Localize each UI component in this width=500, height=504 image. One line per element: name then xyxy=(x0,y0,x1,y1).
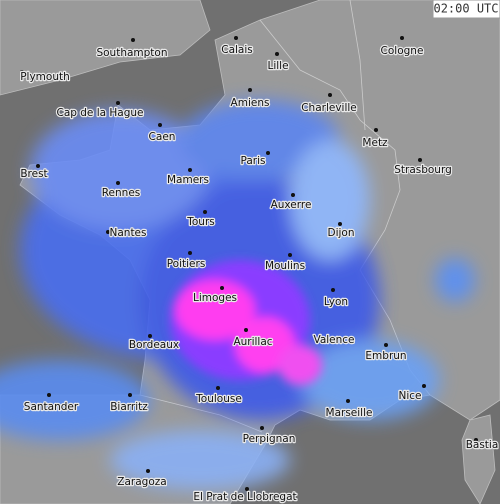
city-label: Nantes xyxy=(110,227,147,239)
city-label: Valence xyxy=(313,334,354,346)
city-dot xyxy=(158,123,162,127)
radar-core xyxy=(170,260,322,385)
city-dot xyxy=(131,38,135,42)
city-dot xyxy=(275,52,279,56)
city-label: Santander xyxy=(24,401,79,413)
city-label: Nice xyxy=(398,390,421,402)
city-labels: Southampton Calais Lille Cologne Plymout… xyxy=(19,43,500,504)
city-label: Zaragoza xyxy=(117,476,166,488)
city-dot xyxy=(291,193,295,197)
city-label: Marseille xyxy=(326,407,373,419)
city-label: Poitiers xyxy=(167,258,206,270)
city-label: Plymouth xyxy=(20,71,70,83)
city-label: Amiens xyxy=(231,97,270,109)
city-dot xyxy=(384,343,388,347)
city-dot xyxy=(106,230,110,234)
city-dot xyxy=(188,251,192,255)
city-dot xyxy=(248,88,252,92)
city-dot xyxy=(338,222,342,226)
city-dot xyxy=(474,438,478,442)
city-label: Bordeaux xyxy=(129,339,179,351)
city-label: Bastia xyxy=(466,439,499,451)
city-label: Moulins xyxy=(265,260,305,272)
city-label: Auxerre xyxy=(271,199,312,211)
city-label: Calais xyxy=(221,44,253,56)
city-dots xyxy=(20,36,478,491)
city-dot xyxy=(346,399,350,403)
city-dot xyxy=(148,334,152,338)
city-dot xyxy=(422,384,426,388)
city-dot xyxy=(288,253,292,257)
city-dot xyxy=(128,393,132,397)
city-dot xyxy=(36,164,40,168)
city-dot xyxy=(47,393,51,397)
city-label: Strasbourg xyxy=(394,164,452,176)
city-dot xyxy=(234,36,238,40)
city-label: Perpignan xyxy=(243,433,296,445)
timestamp: 02:00 UTC xyxy=(433,2,498,16)
city-label: Limoges xyxy=(193,292,237,304)
city-label: Lyon xyxy=(324,296,348,308)
city-label: Lille xyxy=(267,60,288,72)
city-dot xyxy=(331,288,335,292)
city-label: Toulouse xyxy=(195,393,242,405)
city-label: Mamers xyxy=(167,174,209,186)
city-label: Caen xyxy=(149,131,176,143)
city-label: Biarritz xyxy=(110,401,148,413)
city-label: Metz xyxy=(362,137,388,149)
city-dot xyxy=(328,93,332,97)
city-dot xyxy=(216,386,220,390)
city-dot xyxy=(188,168,192,172)
city-dot xyxy=(260,426,264,430)
city-dot xyxy=(418,158,422,162)
city-label: Embrun xyxy=(365,350,406,362)
city-dot xyxy=(203,210,207,214)
city-label: El Prat de Llobregat xyxy=(193,491,296,503)
city-label: Paris xyxy=(241,155,266,167)
city-dot xyxy=(116,101,120,105)
timestamp-box xyxy=(432,0,500,19)
radar-echo xyxy=(0,100,475,490)
city-label: Rennes xyxy=(102,187,141,199)
borders xyxy=(139,0,431,433)
city-dot xyxy=(146,469,150,473)
city-label: Tours xyxy=(186,216,215,228)
city-label: Dijon xyxy=(328,227,355,239)
city-label: Cologne xyxy=(381,45,424,57)
city-dot xyxy=(266,151,270,155)
city-dot xyxy=(321,338,325,342)
city-dot xyxy=(220,286,224,290)
city-dot xyxy=(20,70,24,74)
city-dot xyxy=(374,128,378,132)
city-label: Aurillac xyxy=(233,336,272,348)
city-label: Cap de la Hague xyxy=(56,107,143,119)
city-dot xyxy=(245,487,249,491)
city-dot xyxy=(116,181,120,185)
city-label: Southampton xyxy=(96,47,167,59)
city-dot xyxy=(400,36,404,40)
city-dot xyxy=(244,328,248,332)
city-label: Charleville xyxy=(301,102,357,114)
city-label: Brest xyxy=(20,168,47,180)
